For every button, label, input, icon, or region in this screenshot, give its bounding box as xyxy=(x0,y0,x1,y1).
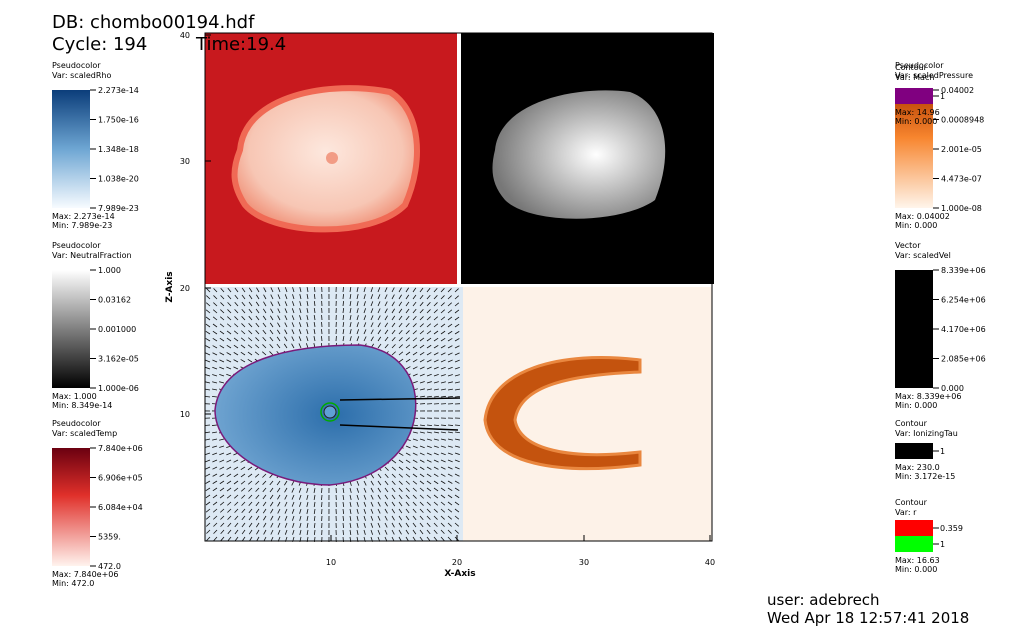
colorbar-label: 1.000 xyxy=(98,266,121,275)
legend-var: Var: scaledTemp xyxy=(52,429,117,438)
colorbar-label: 0.04002 xyxy=(941,86,974,95)
legend-title: Pseudocolor xyxy=(52,61,101,70)
colorbar-label: 1.038e-20 xyxy=(98,175,139,184)
colorbar-label: 6.084e+04 xyxy=(98,503,143,512)
legend-min: Min: 472.0 xyxy=(52,579,94,588)
x-tick-label: 40 xyxy=(705,558,715,567)
contour-label: 1 xyxy=(940,540,945,549)
legend-max: Max: 8.339e+06 xyxy=(895,392,961,401)
legend-title: Contour xyxy=(895,419,928,428)
colorbar-label: 2.273e-14 xyxy=(98,86,139,95)
legend-max: Max: 2.273e-14 xyxy=(52,212,115,221)
x-tick-label: 10 xyxy=(326,558,336,567)
colorbar-label: 7.840e+06 xyxy=(98,444,143,453)
legend-max: Max: 7.840e+06 xyxy=(52,570,118,579)
colorbar-label: 0.000 xyxy=(941,384,964,393)
legend-max: Max: 14.96 xyxy=(895,108,940,117)
y-tick-label: 40 xyxy=(180,31,190,40)
y-tick-label: 10 xyxy=(180,410,190,419)
colorbar xyxy=(895,270,933,388)
y-tick-label: 30 xyxy=(180,157,190,166)
legend-var: Var: Mach xyxy=(895,73,934,82)
legend-title: Pseudocolor xyxy=(52,241,101,250)
colorbar-label: 6.254e+06 xyxy=(941,296,986,305)
x-tick-label: 20 xyxy=(452,558,462,567)
colorbar-label: 472.0 xyxy=(98,562,121,571)
colorbar xyxy=(52,90,90,208)
legend-var: Var: scaledPressure xyxy=(895,71,973,80)
contour-swatch xyxy=(895,88,933,104)
legend-min: Min: 0.000 xyxy=(895,117,937,126)
colorbar-label: 6.906e+05 xyxy=(98,474,143,483)
cycle: Cycle: 194 xyxy=(52,34,147,55)
legend-var: Var: NeutralFraction xyxy=(52,251,132,260)
legend-var: Var: IonizingTau xyxy=(895,429,958,438)
legend-var: Var: scaledRho xyxy=(52,71,111,80)
x-axis-title: X-Axis xyxy=(444,569,475,579)
colorbar-label: 0.0008948 xyxy=(941,116,984,125)
legend-min: Min: 0.000 xyxy=(895,401,937,410)
legend-var: Var: scaledVel xyxy=(895,251,951,260)
legend-var: Var: r xyxy=(895,508,917,517)
colorbar-label: 4.473e-07 xyxy=(941,175,982,184)
contour-swatch xyxy=(895,536,933,552)
colorbar-label: 4.170e+06 xyxy=(941,325,986,334)
colorbar-label: 3.162e-05 xyxy=(98,355,139,364)
colorbar xyxy=(52,448,90,566)
date: Wed Apr 18 12:57:41 2018 xyxy=(767,609,969,627)
legend-max: Max: 1.000 xyxy=(52,392,97,401)
plot-frame xyxy=(204,32,713,542)
contour-label: 0.359 xyxy=(940,524,963,533)
legend-min: Min: 0.000 xyxy=(895,565,937,574)
colorbar-label: 1.000e-08 xyxy=(941,204,982,213)
legend-min: Min: 3.172e-15 xyxy=(895,472,955,481)
contour-swatch xyxy=(895,443,933,459)
legend-max: Max: 16.63 xyxy=(895,556,940,565)
y-axis-title: Z-Axis xyxy=(165,271,175,302)
colorbar-label: 1.348e-18 xyxy=(98,145,139,154)
user: user: adebrech xyxy=(767,591,880,609)
contour-label: 1 xyxy=(940,92,945,101)
legend-title: Pseudocolor xyxy=(895,61,944,70)
colorbar-label: 8.339e+06 xyxy=(941,266,986,275)
colorbar-label: 2.085e+06 xyxy=(941,355,986,364)
legend-title: Contour xyxy=(895,498,928,507)
colorbar-label: 0.03162 xyxy=(98,296,131,305)
colorbar-label: 2.001e-05 xyxy=(941,145,982,154)
legend-max: Max: 230.0 xyxy=(895,463,940,472)
legend-max: Max: 0.04002 xyxy=(895,212,950,221)
colorbar-label: 0.001000 xyxy=(98,325,136,334)
legend-title: Pseudocolor xyxy=(52,419,101,428)
legend-min: Min: 7.989e-23 xyxy=(52,221,112,230)
colorbar-label: 1.750e-16 xyxy=(98,116,139,125)
colorbar-label: 1.000e-06 xyxy=(98,384,139,393)
contour-swatch xyxy=(895,520,933,536)
legend-min: Min: 8.349e-14 xyxy=(52,401,112,410)
colorbar xyxy=(52,270,90,388)
time: Time:19.4 xyxy=(195,34,286,55)
legend-title: Vector xyxy=(895,241,921,250)
x-tick-label: 30 xyxy=(579,558,589,567)
colorbar-label: 7.989e-23 xyxy=(98,204,139,213)
colorbar xyxy=(895,90,933,208)
contour-label: 1 xyxy=(940,447,945,456)
colorbar-label: 5359. xyxy=(98,533,121,542)
legend-min: Min: 0.000 xyxy=(895,221,937,230)
y-tick-label: 20 xyxy=(180,284,190,293)
plot-images xyxy=(204,33,714,543)
db-name: DB: chombo00194.hdf xyxy=(52,12,255,33)
legend-title: Contour xyxy=(895,63,928,72)
